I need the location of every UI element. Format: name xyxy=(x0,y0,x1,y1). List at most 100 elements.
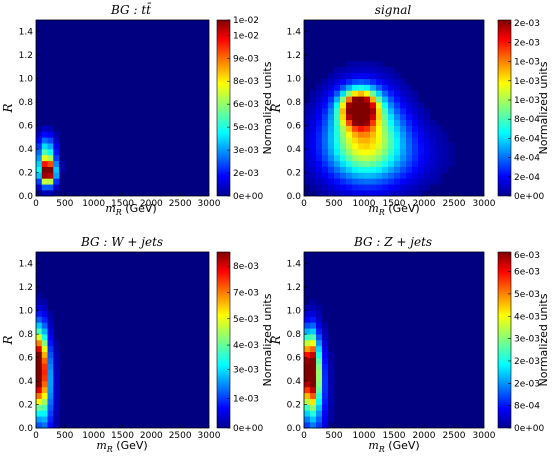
heatmap-cell xyxy=(406,172,413,179)
heatmap-cell xyxy=(358,137,365,144)
heatmap-cell xyxy=(364,190,371,197)
heatmap-cell xyxy=(364,172,371,179)
heatmap-cell xyxy=(322,345,329,353)
heatmap-cell xyxy=(304,137,311,144)
heatmap-cell xyxy=(352,125,359,132)
heatmap-cell xyxy=(316,322,323,329)
colorbar-tick-label: 6e-04 xyxy=(514,134,540,144)
heatmap-cell xyxy=(36,322,43,329)
heatmap-cell xyxy=(316,96,323,103)
heatmap-cell xyxy=(334,137,341,144)
y-tick-label: 0.6 xyxy=(287,122,302,132)
heatmap-cell xyxy=(382,149,389,156)
heatmap-cell xyxy=(53,404,60,411)
heatmap-cell xyxy=(394,78,401,85)
heatmap-cell xyxy=(430,125,437,132)
heatmap-cell xyxy=(340,149,347,156)
heatmap-cell xyxy=(334,184,341,191)
heatmap-cell xyxy=(328,108,335,115)
heatmap-cell xyxy=(53,143,60,150)
heatmap-cell xyxy=(388,90,395,97)
heatmap-cell xyxy=(346,178,353,185)
heatmap-cell xyxy=(352,160,359,167)
colorbar-label: Normalized units xyxy=(261,61,274,154)
heatmap-cell xyxy=(364,90,371,97)
heatmap-cell xyxy=(370,184,377,191)
heatmap-cell xyxy=(358,113,365,121)
heatmap-cell xyxy=(412,166,419,173)
heatmap-cell xyxy=(376,113,383,121)
heatmap-cell xyxy=(370,190,377,197)
heatmap-cell xyxy=(47,334,54,341)
heatmap-cell xyxy=(328,119,335,126)
heatmap-cell xyxy=(36,298,43,306)
heatmap-cell xyxy=(334,172,341,179)
heatmap-cell xyxy=(316,119,323,126)
heatmap-cell xyxy=(310,125,317,132)
heatmap-cell xyxy=(400,131,407,138)
heatmap-cell xyxy=(418,154,425,162)
heatmap-cell xyxy=(304,369,311,376)
heatmap-cell xyxy=(430,172,437,179)
heatmap-cell xyxy=(352,66,359,74)
y-tick-label: 0.8 xyxy=(19,98,34,108)
colorbar-tick-label: 4e-03 xyxy=(514,312,540,322)
heatmap-cell xyxy=(376,178,383,185)
heatmap-cell xyxy=(334,149,341,156)
heatmap-cell xyxy=(364,184,371,191)
heatmap-cell xyxy=(334,143,341,150)
heatmap-cell xyxy=(346,166,353,173)
heatmap-cell xyxy=(418,190,425,197)
heatmap-cell xyxy=(370,90,377,97)
heatmap-cell xyxy=(340,90,347,97)
heatmap-cell xyxy=(304,416,311,423)
heatmap-cell xyxy=(36,340,43,347)
heatmap-cell xyxy=(370,108,377,115)
heatmap-cell xyxy=(352,72,359,79)
colorbar-tick-label: 5e-03 xyxy=(233,315,259,325)
heatmap-cell xyxy=(406,96,413,103)
x-tick-label: 1000 xyxy=(353,431,376,441)
heatmap-cell xyxy=(304,422,311,429)
heatmap-cell xyxy=(304,113,311,121)
heatmap-cell xyxy=(304,334,311,341)
heatmap-cell xyxy=(358,84,365,91)
heatmap-cell xyxy=(36,166,43,173)
heatmap-cell xyxy=(53,160,60,167)
heatmap-cell xyxy=(370,66,377,74)
heatmap-cell xyxy=(394,108,401,115)
y-tick-label: 1.4 xyxy=(287,28,302,38)
x-tick-label: 0 xyxy=(33,431,39,441)
heatmap-cell xyxy=(310,416,317,423)
y-tick-label: 0.2 xyxy=(19,401,33,411)
heatmap-cell xyxy=(53,386,60,394)
heatmap-cell xyxy=(310,160,317,167)
heatmap-cell xyxy=(316,316,323,323)
heatmap-cell xyxy=(400,166,407,173)
y-axis-label: R xyxy=(1,103,15,113)
x-tick-label: 3000 xyxy=(473,431,496,441)
heatmap-cell xyxy=(424,149,431,156)
y-axis-label: R xyxy=(269,335,283,345)
heatmap-cell xyxy=(47,184,54,191)
colorbar-tick-label: 0e+00 xyxy=(514,424,545,434)
heatmap-cell xyxy=(36,178,43,185)
heatmap-cell xyxy=(304,404,311,411)
heatmap-cell xyxy=(394,154,401,162)
heatmap-cell xyxy=(340,72,347,79)
colorbar-tick-label: 1e-03 xyxy=(514,96,540,106)
heatmap-cell xyxy=(41,304,48,311)
x-tick-label: 3000 xyxy=(198,431,221,441)
heatmap-cell xyxy=(358,172,365,179)
heatmap-cell xyxy=(346,90,353,97)
heatmap-cell xyxy=(376,166,383,173)
heatmap-cell xyxy=(36,404,43,411)
heatmap-cell xyxy=(388,108,395,115)
heatmap-cell xyxy=(322,375,329,382)
heatmap-cell xyxy=(53,137,60,144)
heatmap-cell xyxy=(400,184,407,191)
heatmap-cell xyxy=(322,154,329,162)
heatmap-cell xyxy=(36,149,43,156)
heatmap-cell xyxy=(41,190,48,197)
heatmap-cell xyxy=(352,149,359,156)
